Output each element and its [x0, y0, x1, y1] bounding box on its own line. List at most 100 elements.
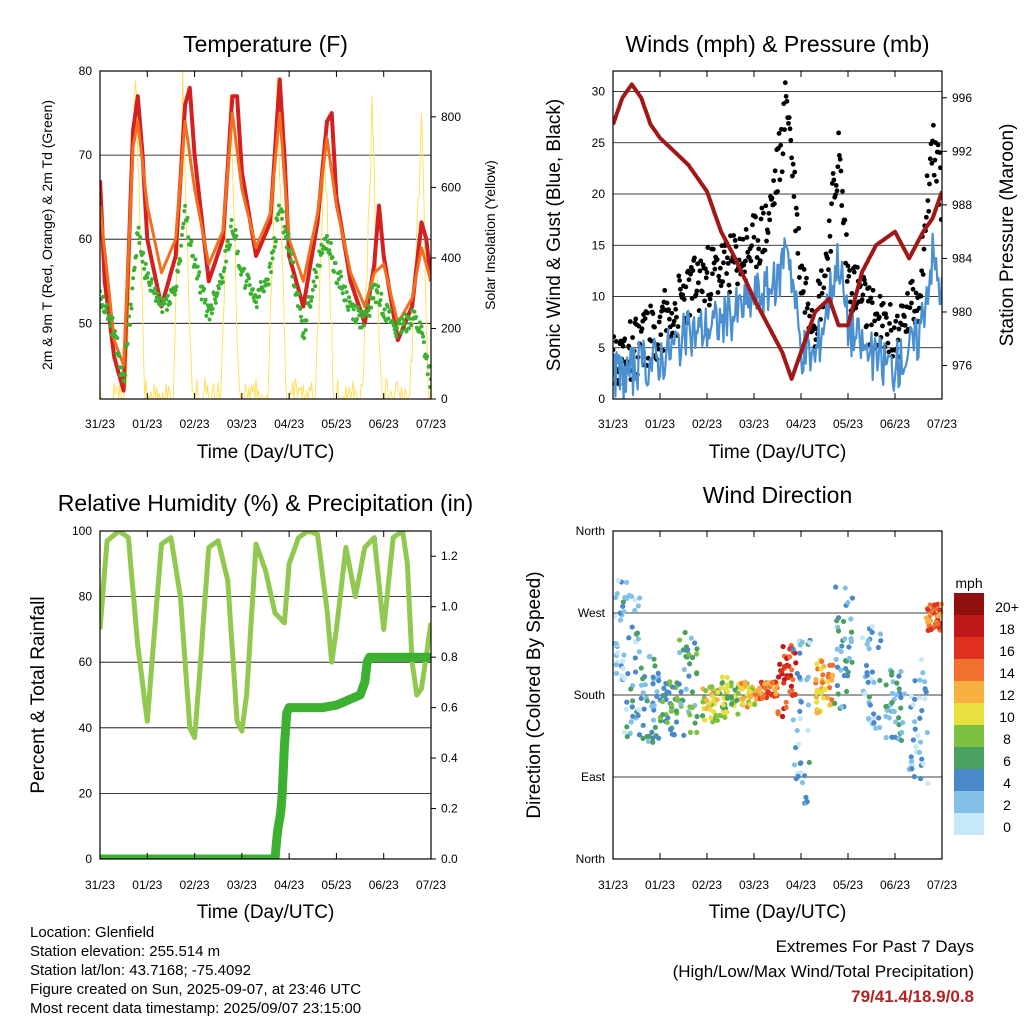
chart4-point [912, 726, 918, 732]
chart4-point [734, 697, 740, 703]
chart1-point-2m-td [107, 313, 112, 318]
chart2-point-gust [642, 316, 648, 322]
chart4-point [623, 706, 629, 713]
chart1-point-2m-td [327, 248, 332, 253]
chart4-point [799, 780, 806, 786]
chart4-point [794, 727, 800, 734]
chart4-point [641, 706, 647, 712]
chart4-point [728, 694, 734, 700]
chart4-point [797, 708, 803, 714]
chart2-point-gust [799, 263, 805, 269]
chart1-point-2m-td [228, 224, 233, 229]
chart2-point-gust [725, 261, 731, 266]
chart1-point-2m-td [189, 239, 194, 244]
chart3-y2-tick-label: 0.4 [441, 751, 458, 765]
chart1-point-2m-td [373, 282, 378, 287]
chart1-point-2m-td [393, 331, 398, 336]
chart2-point-gust [925, 198, 931, 204]
chart4-point [824, 695, 831, 701]
chart4-legend-title: mph [955, 575, 982, 591]
chart4-point [896, 686, 902, 692]
chart4-point [798, 699, 804, 705]
chart2-point-gust [810, 328, 816, 333]
chart1-point-2m-td [336, 277, 341, 282]
chart1-point-2m-td [296, 291, 301, 296]
chart1-point-2m-td [188, 243, 193, 248]
chart2-y-tick-label: 5 [598, 341, 605, 355]
chart4-point [898, 737, 905, 744]
chart4-legend-label: 6 [1003, 753, 1011, 769]
chart1-point-2m-td [412, 309, 417, 314]
chart2-point-gust [885, 340, 891, 346]
chart2-point-gust [859, 297, 865, 302]
chart2-point-gust [782, 80, 788, 86]
chart4-point [635, 712, 641, 719]
chart2-y-tick-label: 10 [592, 290, 606, 304]
chart4-point [715, 689, 721, 695]
chart2-point-gust [916, 305, 922, 311]
chart1-point-2m-td [369, 305, 374, 310]
chart1-point-2m-td [254, 305, 259, 310]
chart2-y2-tick-label: 976 [952, 359, 972, 373]
chart4-point [786, 654, 793, 660]
chart1-point-2m-td [302, 336, 307, 341]
chart2-point-gust [662, 287, 668, 293]
chart4-point [865, 715, 872, 722]
chart2-point-gust [657, 314, 663, 320]
chart2-point-gust [690, 268, 696, 274]
chart4-point [640, 722, 646, 728]
chart1-point-2m-td [112, 329, 117, 334]
chart4-point [875, 644, 881, 651]
chart2-point-gust [847, 268, 852, 273]
chart2-point-gust [710, 271, 715, 277]
chart1-point-2m-td [164, 297, 169, 302]
chart2-point-gust [786, 115, 792, 120]
chart2-point-gust [744, 234, 750, 240]
chart1-point-2m-td [246, 276, 251, 281]
chart4-point [789, 667, 795, 673]
chart4-point [636, 649, 642, 655]
chart2-point-gust [829, 201, 834, 207]
chart2-point-gust [704, 270, 710, 275]
chart2-point-gust [771, 178, 776, 183]
station-location: Location: Glenfield [30, 924, 155, 941]
chart4-point [786, 663, 792, 669]
chart4-point [842, 636, 848, 642]
chart2-point-gust [847, 299, 853, 305]
chart4-point [613, 670, 620, 676]
chart2-point-gust [860, 292, 866, 298]
chart2-point-gust [695, 261, 700, 267]
chart4-point [805, 727, 811, 734]
chart4-point [911, 719, 918, 725]
chart2-point-gust [724, 255, 730, 261]
chart2-y2-tick-label: 980 [952, 305, 972, 319]
chart3-series-relative-humidity [100, 531, 431, 741]
chart2-point-gust [750, 222, 755, 228]
chart4-point [714, 717, 720, 723]
chart2-point-gust [659, 308, 664, 314]
chart1-point-2m-td [355, 305, 360, 310]
chart1-point-2m-td [258, 280, 263, 285]
chart4-point [738, 696, 744, 702]
chart2-point-gust [667, 316, 672, 322]
chart4-point [773, 691, 779, 697]
chart4-y-tick-label: North [576, 852, 605, 866]
chart4-legend-swatch [954, 637, 984, 659]
chart4-point [915, 733, 921, 739]
chart2-point-gust [754, 255, 760, 260]
chart1-point-2m-td [338, 269, 343, 274]
station-info: Location: Glenfield Station elevation: 2… [30, 923, 361, 1018]
chart4-point [848, 635, 854, 642]
chart1-point-2m-td [343, 298, 348, 303]
chart2-point-gust [831, 177, 837, 183]
chart2-x-axis-label: Time (Day/UTC) [709, 442, 847, 463]
chart4-point [889, 690, 896, 696]
chart2-point-gust [851, 269, 857, 275]
chart2-point-gust [842, 217, 848, 223]
chart4-point [645, 738, 651, 744]
chart1-point-2m-td [234, 234, 239, 239]
chart4-point [775, 711, 781, 717]
chart1-y2-tick-label: 0 [441, 392, 448, 406]
chart2-point-gust [910, 286, 916, 292]
chart1-point-2m-td [213, 300, 218, 305]
